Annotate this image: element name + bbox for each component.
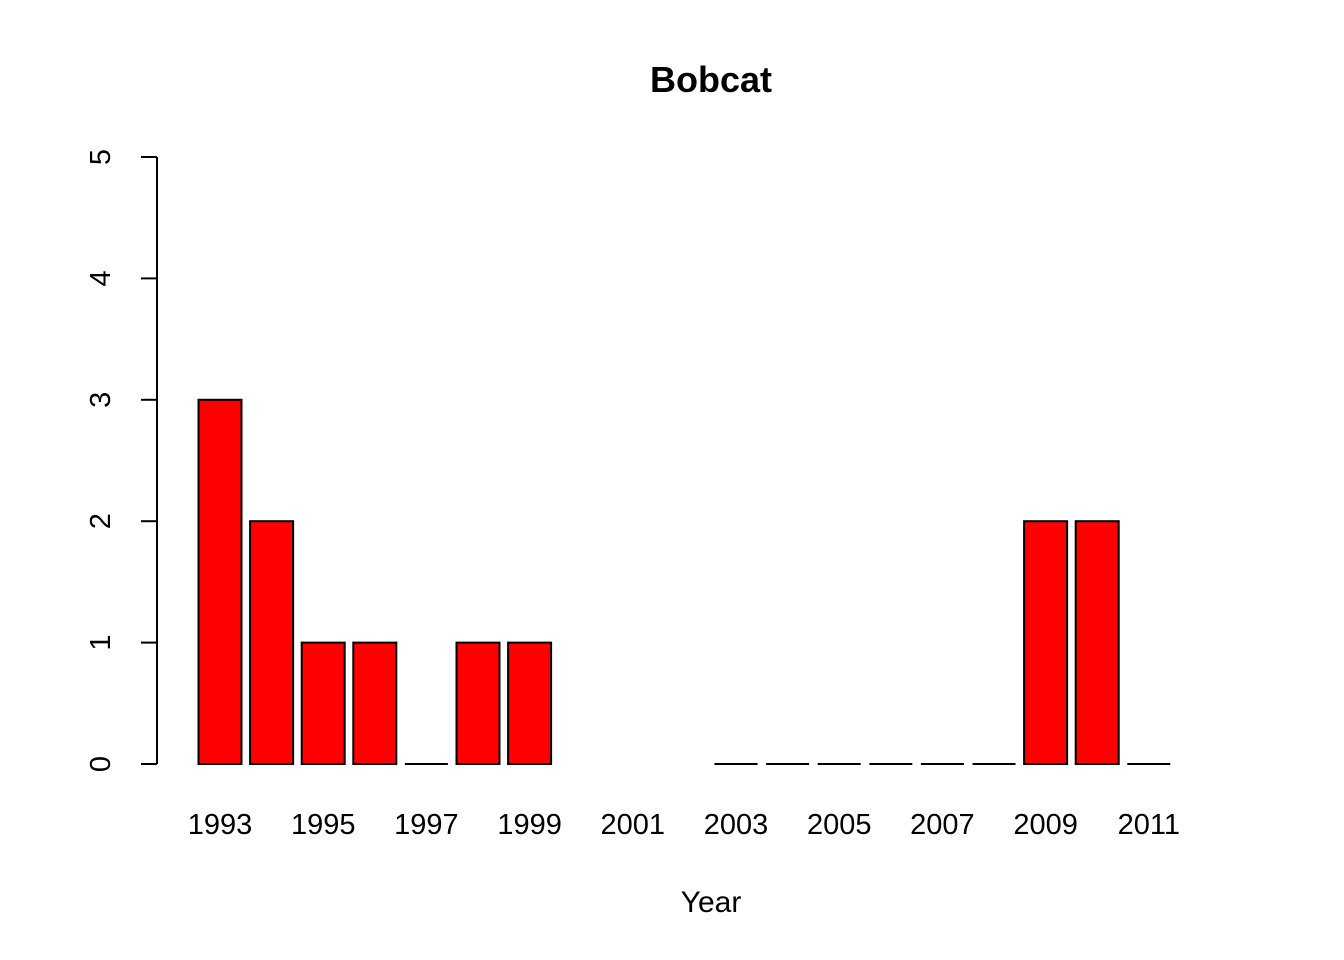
bar-1998 — [455, 641, 501, 765]
x-tick-label: 2001 — [601, 809, 666, 841]
bar-1996 — [352, 641, 398, 765]
bar-2009 — [1023, 520, 1069, 766]
x-axis-label: Year — [681, 886, 742, 919]
bar-1994 — [249, 520, 295, 766]
y-tick-label: 1 — [85, 635, 117, 651]
y-tick-label: 0 — [85, 756, 117, 772]
x-tick-label: 1999 — [497, 809, 562, 841]
y-tick-label: 4 — [85, 270, 117, 286]
x-tick-label: 2003 — [704, 809, 769, 841]
x-tick-label: 1993 — [188, 809, 253, 841]
y-tick-label: 3 — [85, 392, 117, 408]
x-tick-label: 2005 — [807, 809, 872, 841]
bar-1993 — [197, 398, 243, 765]
bar-2010 — [1074, 520, 1120, 766]
bars — [197, 398, 1171, 766]
bar-1999 — [507, 641, 553, 765]
x-tick-label: 2007 — [910, 809, 975, 841]
y-tick-label: 2 — [85, 513, 117, 529]
y-tick-label: 5 — [85, 149, 117, 165]
x-tick-label: 1997 — [394, 809, 459, 841]
x-axis: 1993 1995 1997 1999 2001 2003 2005 2007 2009 2011 — [188, 809, 1180, 841]
x-tick-label: 2009 — [1013, 809, 1078, 841]
bar-1995 — [300, 641, 346, 765]
x-tick-label: 1995 — [291, 809, 356, 841]
x-tick-label: 2011 — [1118, 809, 1180, 841]
chart-title: Bobcat — [650, 59, 772, 100]
y-axis: 0 1 2 3 4 5 — [85, 149, 158, 772]
